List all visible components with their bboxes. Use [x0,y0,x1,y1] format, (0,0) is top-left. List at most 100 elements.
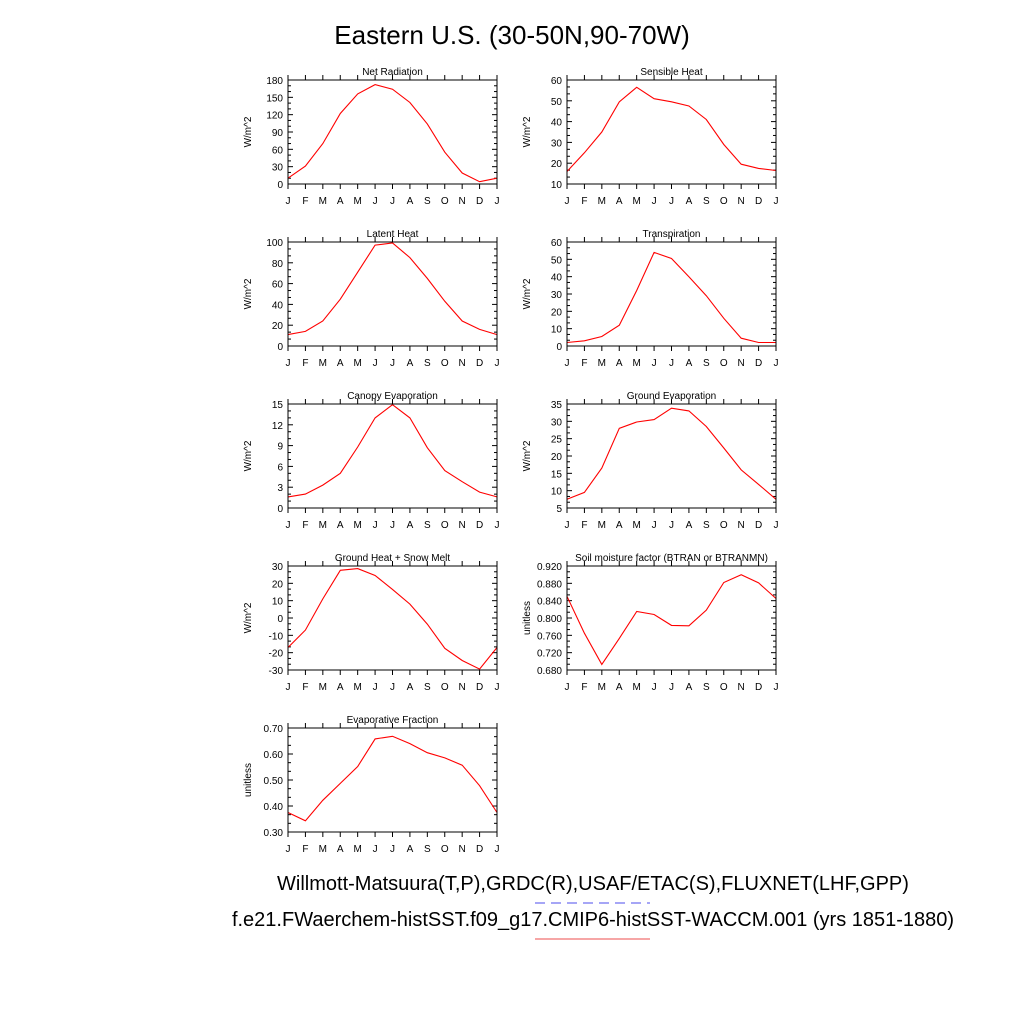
chart-8-xtick-label: M [353,844,361,855]
chart-3-xtick-label: J [774,358,779,369]
chart-8-xtick-label: J [390,844,395,855]
chart-2-ytick-label: 80 [272,259,284,270]
chart-8-series-line-0 [287,735,498,822]
chart-5-xtick-label: F [581,520,587,531]
chart-6-xtick-label: D [476,682,483,693]
chart-0-frame [287,79,498,185]
chart-7-series-line-0 [566,574,777,666]
chart-3-ytick-label: 10 [551,325,563,336]
chart-8-ytick-label: 0.30 [264,828,284,839]
chart-0-title: Net Radiation [362,67,423,78]
chart-4-ylabel: W/m^2 [243,440,254,471]
chart-7-xtick-label: D [755,682,762,693]
chart-6-frame [287,565,498,671]
chart-4-xtick-label: J [495,520,500,531]
chart-8-ytick-label: 0.40 [264,802,284,813]
chart-0-xtick-label: D [476,196,483,207]
chart-8-ytick-label: 0.50 [264,776,284,787]
chart-0-ytick-label: 30 [272,163,284,174]
chart-2-xtick-label: J [373,358,378,369]
chart-8-xtick-label: A [337,844,344,855]
chart-3-xtick-label: F [581,358,587,369]
chart-8-ytick-label: 0.60 [264,750,284,761]
chart-6-xtick-label: A [337,682,344,693]
chart-8-xtick-label: F [302,844,308,855]
chart-7: Soil moisture factor (BTRAN or BTRANMN) u… [522,553,779,693]
chart-6-ytick-label: -20 [269,649,284,660]
chart-1-xtick-label: M [598,196,606,207]
chart-1-title: Sensible Heat [640,67,702,78]
chart-3-xtick-label: A [686,358,693,369]
chart-0-xtick-label: M [319,196,327,207]
chart-4-xtick-label: D [476,520,483,531]
chart-7-xtick-label: J [652,682,657,693]
chart-2-ytick-label: 60 [272,280,284,291]
figure-title: Eastern U.S. (30-50N,90-70W) [334,20,689,50]
chart-5-xtick-label: M [598,520,606,531]
chart-6-xtick-label: M [319,682,327,693]
chart-7-ytick-label: 0.720 [537,649,562,660]
chart-0-xtick-label: J [286,196,291,207]
chart-0-ytick-label: 0 [277,180,283,191]
chart-7-xtick-label: A [616,682,623,693]
chart-1-xtick-label: F [581,196,587,207]
chart-6-xtick-label: J [390,682,395,693]
chart-5-ytick-label: 5 [556,504,562,515]
chart-7-xtick-label: J [774,682,779,693]
chart-5-ytick-label: 15 [551,469,563,480]
chart-7-ytick-label: 0.800 [537,614,562,625]
chart-0-xtick-label: S [424,196,431,207]
chart-7-xtick-label: M [598,682,606,693]
chart-2-xtick-label: M [353,358,361,369]
chart-1-xtick-label: A [686,196,693,207]
chart-2-xtick-label: S [424,358,431,369]
chart-2-xtick-label: N [459,358,466,369]
chart-3-frame [566,241,777,347]
chart-0-xtick-label: J [495,196,500,207]
chart-8-title: Evaporative Fraction [347,715,439,726]
chart-5-ytick-label: 20 [551,452,563,463]
chart-7-xtick-label: A [686,682,693,693]
chart-0-ytick-label: 180 [266,76,283,87]
chart-3-xtick-label: S [703,358,710,369]
chart-3-ytick-label: 60 [551,238,563,249]
chart-4-xtick-label: F [302,520,308,531]
chart-3-xtick-label: D [755,358,762,369]
chart-3-ytick-label: 30 [551,290,563,301]
chart-4-xtick-label: M [353,520,361,531]
chart-6-title: Ground Heat + Snow Melt [335,553,451,564]
chart-6-xtick-label: O [441,682,449,693]
chart-6-xtick-label: S [424,682,431,693]
chart-6-ytick-label: 30 [272,562,284,573]
chart-3-ytick-label: 50 [551,255,563,266]
chart-8-xtick-label: S [424,844,431,855]
chart-0-xtick-label: A [407,196,414,207]
chart-2-ytick-label: 100 [266,238,283,249]
chart-6-xtick-label: J [373,682,378,693]
chart-2-ytick-label: 0 [277,342,283,353]
chart-3-xtick-label: A [616,358,623,369]
chart-5-ylabel: W/m^2 [522,440,533,471]
chart-5-xtick-label: J [652,520,657,531]
chart-1-xtick-label: A [616,196,623,207]
chart-4-xtick-label: J [390,520,395,531]
chart-7-frame [566,565,777,671]
chart-2-frame [287,241,498,347]
chart-6-xtick-label: A [407,682,414,693]
chart-8-xtick-label: N [459,844,466,855]
chart-0-xtick-label: M [353,196,361,207]
chart-3-series-line-0 [566,251,776,344]
chart-5-xtick-label: N [738,520,745,531]
chart-8-xtick-label: O [441,844,449,855]
chart-5-xtick-label: M [632,520,640,531]
chart-6-series-line-0 [287,568,498,670]
chart-6-ytick-label: -30 [269,666,284,677]
chart-6-xtick-label: J [495,682,500,693]
chart-7-ytick-label: 0.680 [537,666,562,677]
chart-4-xtick-label: S [424,520,431,531]
chart-7-xtick-label: F [581,682,587,693]
chart-4-ytick-label: 3 [277,483,283,494]
chart-1-ytick-label: 60 [551,76,563,87]
chart-5-xtick-label: J [669,520,674,531]
